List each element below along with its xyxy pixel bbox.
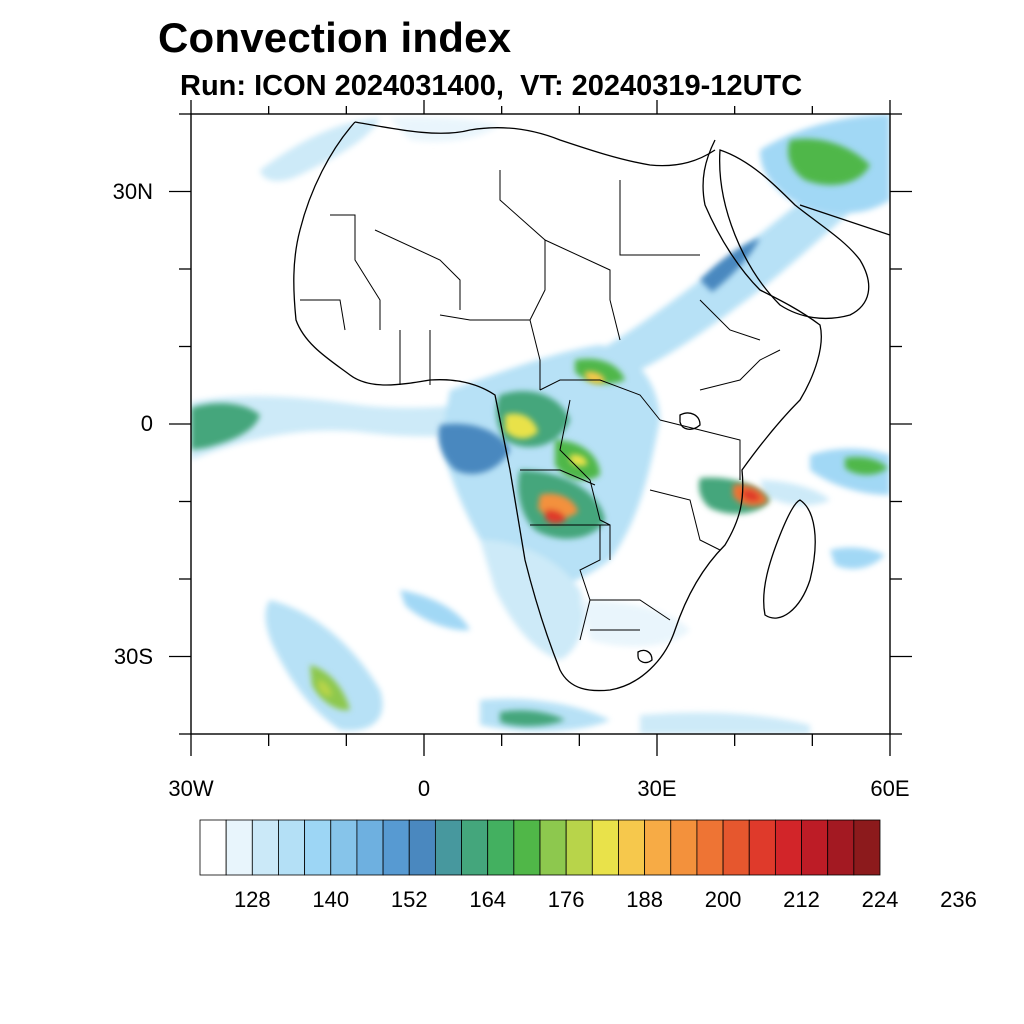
africa-coastline bbox=[293, 121, 822, 692]
convection-zone bbox=[580, 600, 690, 647]
convection-zone bbox=[191, 403, 260, 450]
colorbar-swatch bbox=[487, 819, 515, 876]
colorbar-swatch bbox=[434, 819, 462, 876]
colorbar-swatch bbox=[748, 819, 776, 876]
convection-zone bbox=[570, 454, 588, 467]
colorbar-swatch bbox=[591, 819, 619, 876]
convection-zone bbox=[500, 710, 565, 727]
lake-victoria bbox=[679, 412, 701, 430]
colorbar-swatch bbox=[618, 819, 646, 876]
convection-zone bbox=[845, 457, 888, 475]
colorbar-swatch bbox=[513, 819, 541, 876]
convection-zone bbox=[742, 489, 760, 502]
colorbar-swatch bbox=[670, 819, 698, 876]
colorbar-swatch bbox=[382, 819, 410, 876]
lon-label: 30E bbox=[637, 776, 677, 801]
colorbar-swatch bbox=[644, 819, 672, 876]
colorbar-swatch bbox=[801, 819, 829, 876]
coastlines bbox=[293, 121, 890, 692]
convection-zone bbox=[438, 423, 510, 474]
lat-label: 30S bbox=[113, 643, 153, 669]
colorbar-swatch bbox=[199, 819, 227, 876]
colorbar-label: 140 bbox=[312, 887, 350, 912]
colorbar-label: 128 bbox=[233, 887, 271, 912]
colorbar-swatch bbox=[408, 819, 436, 876]
colorbar-swatch bbox=[461, 819, 489, 876]
lesotho bbox=[637, 649, 653, 664]
colorbar-swatch bbox=[304, 819, 332, 876]
colorbar-label: 164 bbox=[469, 887, 507, 912]
convection-zone bbox=[265, 600, 383, 731]
convection-zone bbox=[788, 138, 870, 185]
lat-label: 0 bbox=[140, 411, 153, 436]
convection-zone bbox=[480, 540, 584, 660]
convection-zone bbox=[585, 371, 605, 384]
colorbar-swatch bbox=[225, 819, 253, 876]
colorbar-label: 152 bbox=[390, 887, 428, 912]
convection-zone bbox=[505, 413, 538, 439]
colorbar-swatch bbox=[774, 819, 802, 876]
colorbar-label: 236 bbox=[940, 887, 977, 912]
colorbar-label: 200 bbox=[704, 887, 742, 912]
colorbar-swatch bbox=[539, 819, 567, 876]
lat-label: 30N bbox=[112, 178, 153, 204]
country-borders bbox=[300, 170, 781, 641]
colorbar-label: 188 bbox=[626, 887, 663, 912]
colorbar-label: 212 bbox=[783, 887, 820, 912]
mediterranean-coast bbox=[354, 121, 716, 167]
lon-label: 60E bbox=[870, 776, 910, 801]
colorbar-label: 176 bbox=[547, 887, 585, 912]
colorbar-swatch bbox=[853, 819, 881, 876]
arabian-peninsula bbox=[719, 149, 870, 320]
chart-title: Convection index bbox=[158, 14, 512, 61]
axis-ticks bbox=[169, 100, 912, 756]
convection-zone bbox=[440, 345, 660, 589]
convection-zone bbox=[640, 712, 810, 734]
colorbar-swatch bbox=[278, 819, 306, 876]
iran-coast bbox=[799, 204, 890, 236]
convection-zone bbox=[318, 680, 332, 697]
colorbar-swatch bbox=[356, 819, 384, 876]
lon-label: 30W bbox=[168, 776, 214, 801]
colorbar-swatch bbox=[696, 819, 724, 876]
convection-zone bbox=[545, 509, 566, 524]
colorbar-swatch bbox=[565, 819, 593, 876]
colorbar bbox=[199, 819, 881, 876]
convection-zone bbox=[760, 480, 830, 506]
convection-zone bbox=[700, 238, 760, 292]
convection-zone bbox=[260, 118, 380, 182]
convection-field bbox=[191, 114, 890, 734]
chart-subtitle: Run: ICON 2024031400, VT: 20240319-12UTC bbox=[180, 70, 803, 102]
convection-zone bbox=[390, 117, 500, 142]
colorbar-swatch bbox=[827, 819, 855, 876]
colorbar-swatch bbox=[722, 819, 750, 876]
convection-zone bbox=[400, 590, 470, 631]
colorbar-swatch bbox=[330, 819, 358, 876]
madagascar bbox=[763, 499, 816, 619]
lon-label: 0 bbox=[417, 776, 431, 801]
colorbar-swatch bbox=[251, 819, 279, 876]
colorbar-label: 224 bbox=[861, 887, 899, 912]
convection-zone bbox=[310, 665, 350, 711]
convection-zone bbox=[830, 547, 885, 569]
